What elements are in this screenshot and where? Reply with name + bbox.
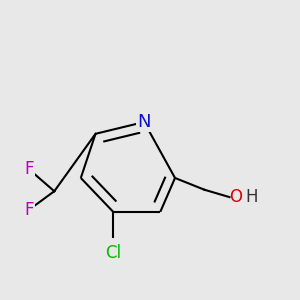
Text: F: F: [25, 160, 34, 178]
Text: N: N: [137, 113, 151, 131]
Text: O: O: [229, 188, 242, 206]
Text: F: F: [25, 201, 34, 219]
Text: Cl: Cl: [105, 244, 121, 262]
Text: H: H: [245, 188, 258, 206]
